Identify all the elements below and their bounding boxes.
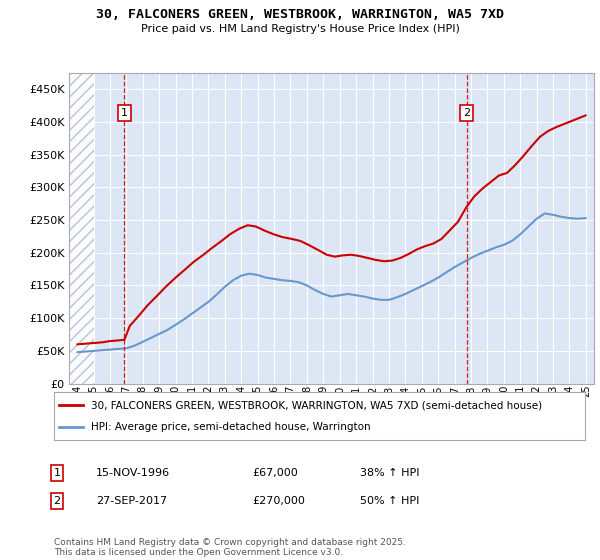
Text: HPI: Average price, semi-detached house, Warrington: HPI: Average price, semi-detached house,… — [91, 422, 371, 432]
Bar — [69, 73, 94, 384]
Text: 1: 1 — [53, 468, 61, 478]
Text: 50% ↑ HPI: 50% ↑ HPI — [360, 496, 419, 506]
Text: 1: 1 — [121, 108, 128, 118]
Text: Contains HM Land Registry data © Crown copyright and database right 2025.
This d: Contains HM Land Registry data © Crown c… — [54, 538, 406, 557]
Text: 15-NOV-1996: 15-NOV-1996 — [96, 468, 170, 478]
Text: 38% ↑ HPI: 38% ↑ HPI — [360, 468, 419, 478]
Text: £67,000: £67,000 — [252, 468, 298, 478]
Text: 27-SEP-2017: 27-SEP-2017 — [96, 496, 167, 506]
Text: 30, FALCONERS GREEN, WESTBROOK, WARRINGTON, WA5 7XD (semi-detached house): 30, FALCONERS GREEN, WESTBROOK, WARRINGT… — [91, 400, 542, 410]
Text: 2: 2 — [463, 108, 470, 118]
Text: 30, FALCONERS GREEN, WESTBROOK, WARRINGTON, WA5 7XD: 30, FALCONERS GREEN, WESTBROOK, WARRINGT… — [96, 8, 504, 21]
Text: 2: 2 — [53, 496, 61, 506]
Text: £270,000: £270,000 — [252, 496, 305, 506]
Text: Price paid vs. HM Land Registry's House Price Index (HPI): Price paid vs. HM Land Registry's House … — [140, 24, 460, 34]
